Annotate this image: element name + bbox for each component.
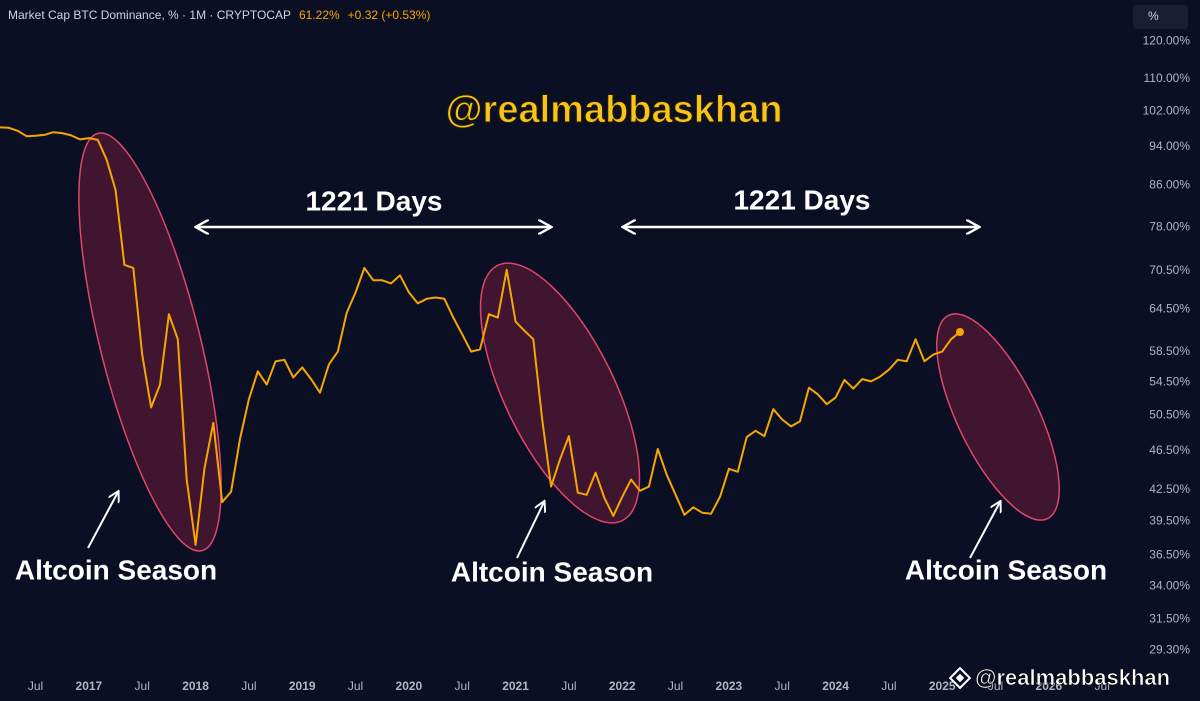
x-tick-label: Jul — [668, 679, 683, 693]
y-tick-label: 31.50% — [1149, 611, 1190, 625]
footer-watermark: @realmabbaskhan — [975, 665, 1170, 690]
header-change: +0.32 (+0.53%) — [348, 8, 431, 22]
pointer-arrow — [516, 502, 544, 559]
y-tick-label: 54.50% — [1149, 374, 1190, 388]
y-tick-label: 70.50% — [1149, 263, 1190, 277]
x-tick-label: Jul — [241, 679, 256, 693]
x-tick-label: 2025 — [929, 679, 956, 693]
season-label: Altcoin Season — [15, 554, 217, 585]
x-tick-label: 2023 — [716, 679, 743, 693]
x-tick-label: 2019 — [289, 679, 316, 693]
season-label: Altcoin Season — [451, 556, 653, 587]
plot-area — [0, 126, 964, 546]
season-label: Altcoin Season — [905, 554, 1107, 585]
x-tick-label: 2026 — [1036, 679, 1063, 693]
y-tick-label: 34.00% — [1149, 578, 1190, 592]
y-tick-label: 36.50% — [1149, 548, 1190, 562]
pointer-arrow — [87, 492, 118, 549]
last-point — [956, 327, 964, 336]
data-line — [0, 126, 961, 546]
pointer-arrow — [969, 502, 1000, 559]
x-tick-label: 2022 — [609, 679, 636, 693]
y-tick-label: 42.50% — [1149, 482, 1190, 496]
y-tick-label: 29.30% — [1149, 643, 1190, 657]
x-tick-label: Jul — [28, 679, 43, 693]
header-value: 61.22% — [299, 8, 340, 22]
season-ellipse — [479, 262, 641, 524]
y-axis: 120.00% 110.00% 102.00% 94.00% 86.00% 78.00% 7… — [1124, 33, 1191, 657]
logo-shape — [948, 666, 972, 690]
season-ellipse — [936, 313, 1060, 521]
y-tick-label: 110.00% — [1144, 71, 1191, 85]
footer-logo — [948, 666, 972, 690]
x-tick-label: Jul — [1095, 679, 1110, 693]
x-tick-label: Jul — [988, 679, 1003, 693]
unit-button[interactable] — [1133, 5, 1188, 29]
x-tick-label: Jul — [348, 679, 363, 693]
y-tick-label: 39.50% — [1149, 513, 1190, 527]
header-title: Market Cap BTC Dominance, % · 1M · CRYPT… — [8, 8, 291, 22]
y-tick-label: 64.50% — [1149, 302, 1190, 316]
interval-label: 1221 Days — [305, 185, 442, 216]
unit-button-label[interactable]: % — [1148, 9, 1159, 23]
x-tick-label: Jul — [775, 679, 790, 693]
logo-shape — [955, 673, 965, 683]
interval-label: 1221 Days — [733, 184, 870, 215]
y-tick-label: 58.50% — [1149, 344, 1190, 358]
y-tick-label: 94.00% — [1149, 139, 1190, 153]
y-tick-label: 50.50% — [1149, 407, 1190, 421]
x-tick-label: 2018 — [182, 679, 209, 693]
x-tick-label: Jul — [561, 679, 576, 693]
y-tick-label: 86.00% — [1149, 177, 1190, 191]
x-tick-label: 2024 — [822, 679, 849, 693]
watermark: @realmabbaskhan — [446, 89, 783, 131]
x-tick-label: Jul — [881, 679, 896, 693]
x-tick-label: 2021 — [502, 679, 529, 693]
x-tick-label: Jul — [135, 679, 150, 693]
y-tick-label: 120.00% — [1143, 33, 1191, 47]
y-tick-label: 46.50% — [1149, 443, 1190, 457]
x-axis: Jul 2017 Jul 2018 Jul 2019 Jul 2020 Jul 2021 Jul 20… — [28, 672, 1110, 693]
x-tick-label: 2017 — [76, 679, 103, 693]
y-tick-label: 78.00% — [1149, 219, 1190, 233]
y-tick-label: 102.00% — [1143, 104, 1191, 118]
x-tick-label: Jul — [455, 679, 470, 693]
x-tick-label: 2020 — [396, 679, 423, 693]
header: Market Cap BTC Dominance, % · 1M · CRYPT… — [8, 8, 430, 22]
